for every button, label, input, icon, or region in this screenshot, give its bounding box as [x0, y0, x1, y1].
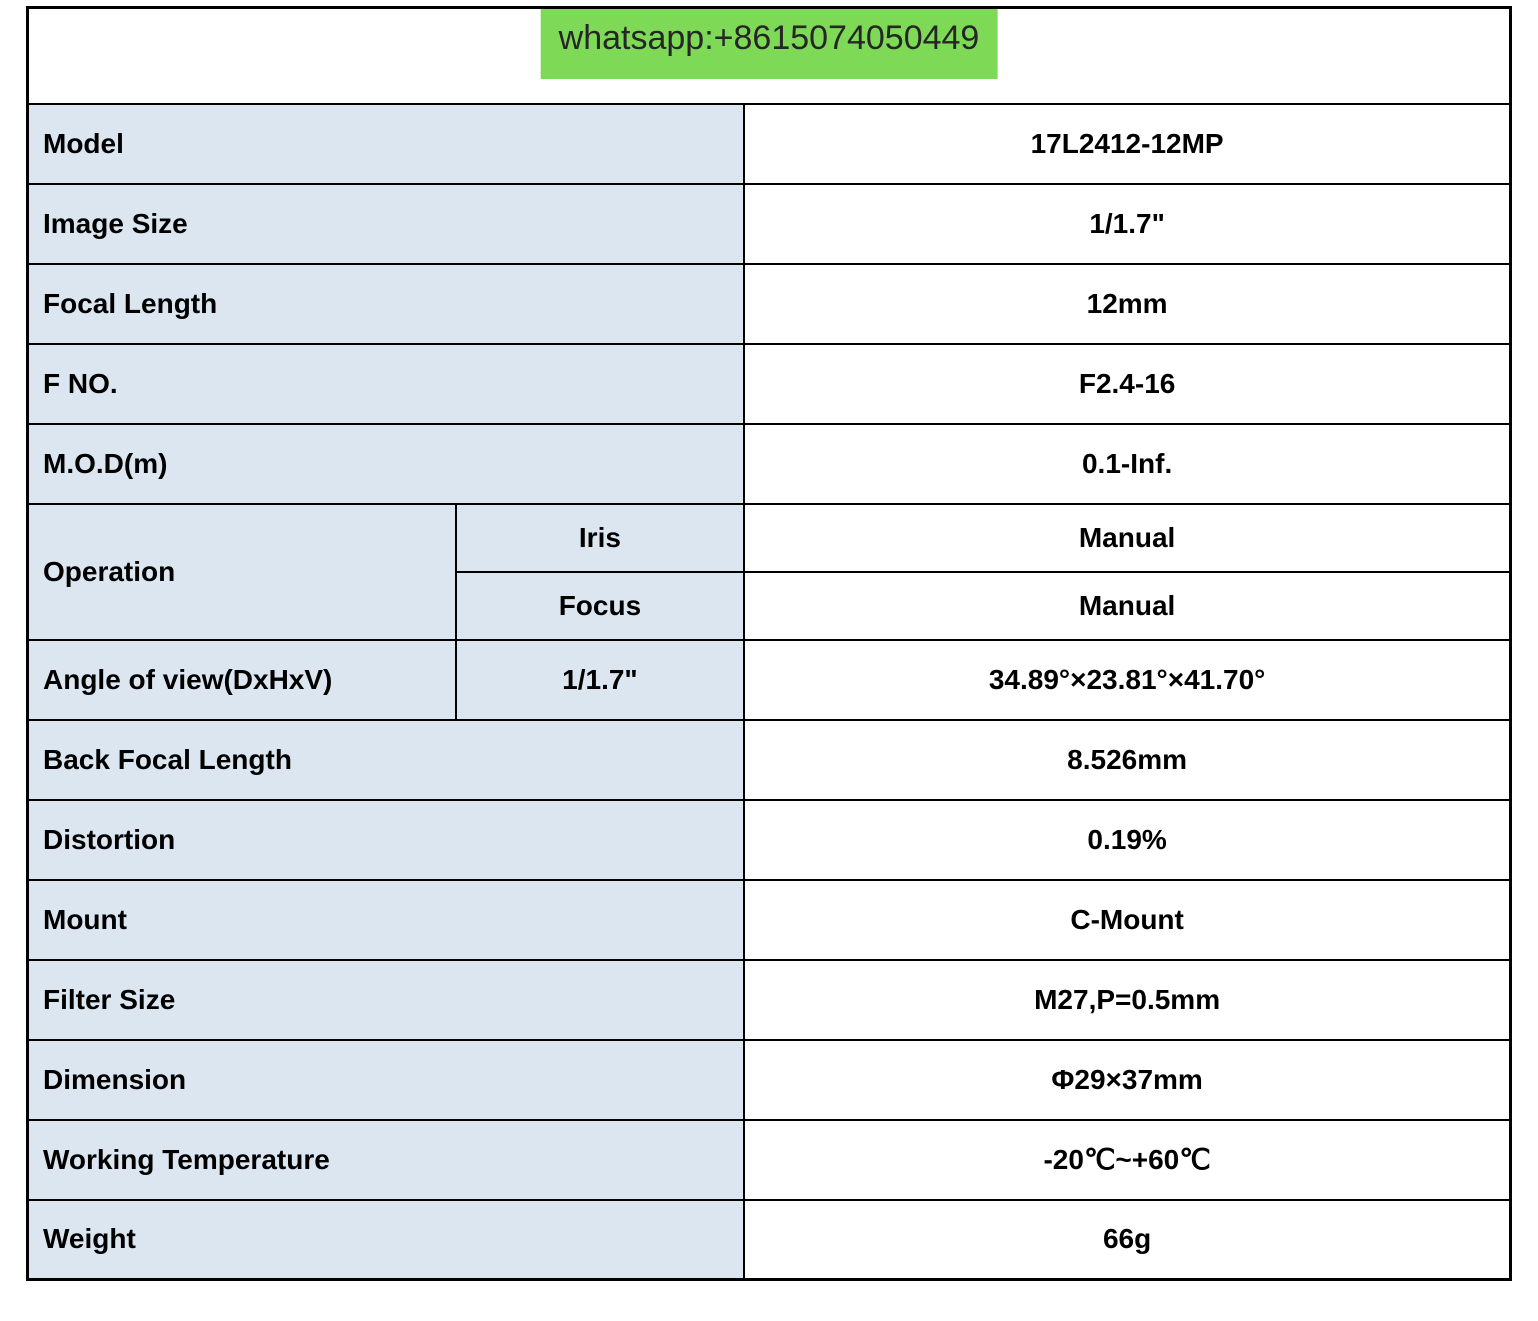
whatsapp-overlay: whatsapp:+8615074050449 [541, 9, 998, 79]
row-filter: Filter Size M27,P=0.5mm [28, 960, 1511, 1040]
value-fno: F2.4-16 [744, 344, 1510, 424]
row-temp: Working Temperature -20℃~+60℃ [28, 1120, 1511, 1200]
row-bfl: Back Focal Length 8.526mm [28, 720, 1511, 800]
value-dimension: Φ29×37mm [744, 1040, 1510, 1120]
value-temp: -20℃~+60℃ [744, 1120, 1510, 1200]
value-bfl: 8.526mm [744, 720, 1510, 800]
label-dimension: Dimension [28, 1040, 745, 1120]
row-image-size: Image Size 1/1.7" [28, 184, 1511, 264]
row-dimension: Dimension Φ29×37mm [28, 1040, 1511, 1120]
row-mod: M.O.D(m) 0.1-Inf. [28, 424, 1511, 504]
label-mod: M.O.D(m) [28, 424, 745, 504]
value-mount: C-Mount [744, 880, 1510, 960]
row-aov: Angle of view(DxHxV) 1/1.7" 34.89°×23.81… [28, 640, 1511, 720]
label-bfl: Back Focal Length [28, 720, 745, 800]
row-focal-length: Focal Length 12mm [28, 264, 1511, 344]
value-aov: 34.89°×23.81°×41.70° [744, 640, 1510, 720]
value-filter: M27,P=0.5mm [744, 960, 1510, 1040]
row-fno: F NO. F2.4-16 [28, 344, 1511, 424]
title-row: 12.0 M whatsapp:+8615074050449 Lens [28, 8, 1511, 104]
label-temp: Working Temperature [28, 1120, 745, 1200]
value-image-size: 1/1.7" [744, 184, 1510, 264]
spec-table: 12.0 M whatsapp:+8615074050449 Lens Mode… [26, 6, 1512, 1281]
label-model: Model [28, 104, 745, 184]
value-focal-length: 12mm [744, 264, 1510, 344]
label-aov: Angle of view(DxHxV) [28, 640, 456, 720]
row-mount: Mount C-Mount [28, 880, 1511, 960]
label-operation: Operation [28, 504, 456, 640]
value-distortion: 0.19% [744, 800, 1510, 880]
row-operation-iris: Operation Iris Manual [28, 504, 1511, 572]
label-filter: Filter Size [28, 960, 745, 1040]
label-weight: Weight [28, 1200, 745, 1280]
value-focus: Manual [744, 572, 1510, 640]
value-iris: Manual [744, 504, 1510, 572]
label-fno: F NO. [28, 344, 745, 424]
aov-sensor: 1/1.7" [456, 640, 745, 720]
label-iris: Iris [456, 504, 745, 572]
value-mod: 0.1-Inf. [744, 424, 1510, 504]
label-mount: Mount [28, 880, 745, 960]
label-focal-length: Focal Length [28, 264, 745, 344]
value-weight: 66g [744, 1200, 1510, 1280]
row-distortion: Distortion 0.19% [28, 800, 1511, 880]
label-focus: Focus [456, 572, 745, 640]
value-model: 17L2412-12MP [744, 104, 1510, 184]
label-image-size: Image Size [28, 184, 745, 264]
row-weight: Weight 66g [28, 1200, 1511, 1280]
label-distortion: Distortion [28, 800, 745, 880]
row-model: Model 17L2412-12MP [28, 104, 1511, 184]
